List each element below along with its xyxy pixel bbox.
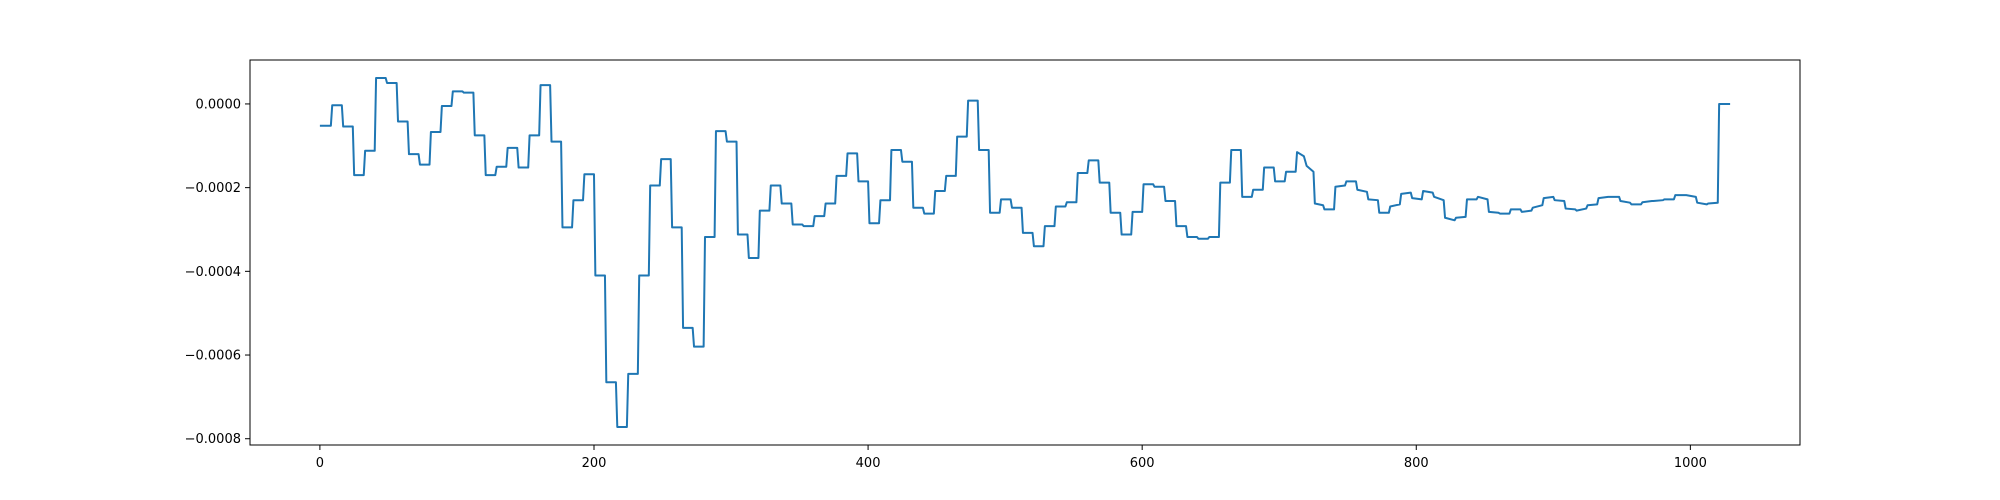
y-axis: 0.0000 −0.0002 −0.0004 −0.0006 −0.0008 <box>185 97 250 447</box>
series-line-0 <box>319 76 1731 429</box>
x-tick-label: 600 <box>1130 456 1155 471</box>
x-tick-label: 0 <box>316 456 324 471</box>
y-tick-label: −0.0008 <box>185 432 241 447</box>
y-tick-label: 0.0000 <box>196 97 242 112</box>
plot-area <box>319 76 1731 429</box>
y-tick-label: −0.0002 <box>185 181 241 196</box>
y-tick-label: −0.0004 <box>185 265 241 280</box>
x-tick-label: 200 <box>582 456 607 471</box>
x-tick-label: 800 <box>1404 456 1429 471</box>
x-tick-label: 400 <box>856 456 881 471</box>
axes-frame <box>249 59 1801 446</box>
x-tick-label: 1000 <box>1674 456 1707 471</box>
x-axis: 0 200 400 600 800 1000 <box>316 445 1707 471</box>
y-tick-label: −0.0006 <box>185 349 241 364</box>
